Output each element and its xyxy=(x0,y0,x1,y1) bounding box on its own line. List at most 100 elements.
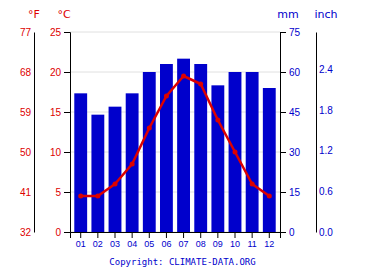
bar xyxy=(109,107,122,232)
tick: 5 xyxy=(55,187,70,198)
annotation: Copyright: CLIMATE-DATA.ORG xyxy=(109,257,255,267)
tick-label: 32 xyxy=(20,227,32,238)
tick-mark xyxy=(280,32,286,33)
tick-mark xyxy=(115,232,116,238)
marker xyxy=(130,162,135,167)
tick-mark xyxy=(217,232,218,238)
line xyxy=(81,76,270,196)
marker xyxy=(233,150,238,155)
tick-label: 0 xyxy=(289,227,295,238)
tick-label: 0.6 xyxy=(319,186,333,197)
tick-label: 03 xyxy=(110,239,120,249)
tick: 02 xyxy=(93,232,103,249)
tick-mark xyxy=(64,152,70,153)
tick-mark xyxy=(64,72,70,73)
bar xyxy=(263,88,276,232)
chart: 3241505968770510152025015304560750.00.61… xyxy=(0,0,365,273)
tick: 05 xyxy=(144,232,154,249)
tick-label: 1.2 xyxy=(319,145,333,156)
tick-label: 50 xyxy=(20,147,32,158)
tick-mark xyxy=(252,232,253,238)
marker xyxy=(95,194,100,199)
marker xyxy=(164,94,169,99)
bar xyxy=(229,72,242,232)
tick: 04 xyxy=(127,232,137,249)
bar xyxy=(177,59,190,232)
tick-label: 2.4 xyxy=(319,64,333,75)
tick-mark xyxy=(166,232,167,238)
tick: 03 xyxy=(110,232,120,249)
tick: 15 xyxy=(280,187,301,198)
tick: 11 xyxy=(247,232,256,249)
tick-mark xyxy=(280,112,286,113)
axis-label: mm xyxy=(277,8,298,21)
marker xyxy=(267,194,272,199)
tick-mark xyxy=(280,72,286,73)
bar xyxy=(74,93,87,232)
tick-label: 20 xyxy=(50,67,62,78)
tick: 41 xyxy=(20,187,34,198)
tick-label: 77 xyxy=(20,27,32,38)
tick-mark xyxy=(235,232,236,238)
tick-mark xyxy=(64,112,70,113)
tick-label: 25 xyxy=(50,27,62,38)
axis-line xyxy=(64,33,71,233)
tick-mark xyxy=(269,232,270,238)
marker xyxy=(147,126,152,131)
tick-mark xyxy=(183,232,184,238)
tick-label: 04 xyxy=(127,239,137,249)
axis-label: inch xyxy=(314,8,337,21)
tick-label: 15 xyxy=(289,187,301,198)
tick-label: 1.8 xyxy=(319,105,333,116)
tick-label: 09 xyxy=(213,239,223,249)
tick-label: 07 xyxy=(179,239,189,249)
bar xyxy=(211,85,224,232)
tick: 07 xyxy=(179,232,189,249)
tick: 08 xyxy=(196,232,206,249)
tick: 10 xyxy=(50,147,70,158)
bar xyxy=(91,115,104,232)
tick: 0.6 xyxy=(316,186,333,197)
tick: 0 xyxy=(280,227,295,238)
marker xyxy=(78,194,83,199)
marker xyxy=(181,74,186,79)
bar xyxy=(194,64,207,232)
tick-mark xyxy=(149,232,150,238)
tick: 09 xyxy=(213,232,223,249)
tick-label: 0.0 xyxy=(319,227,333,238)
tick: 32 xyxy=(20,227,34,238)
tick: 1.2 xyxy=(316,145,333,156)
tick-label: 30 xyxy=(289,147,301,158)
tick: 06 xyxy=(161,232,171,249)
tick-mark xyxy=(80,232,81,238)
grid xyxy=(70,32,280,232)
tick: 50 xyxy=(20,147,34,158)
tick-label: 15 xyxy=(50,107,62,118)
x-axis: 010203040506070809101112 xyxy=(71,232,281,249)
axis-label: °C xyxy=(57,8,71,21)
tick-mark xyxy=(280,152,286,153)
bar xyxy=(143,72,156,232)
tick: 75 xyxy=(280,27,301,38)
axis-line xyxy=(71,233,281,239)
tick: 0 xyxy=(55,227,70,238)
tick-label: 59 xyxy=(20,107,32,118)
tick-label: 5 xyxy=(55,187,61,198)
tick-label: 45 xyxy=(289,107,301,118)
tick-label: 02 xyxy=(93,239,103,249)
tick: 10 xyxy=(230,232,240,249)
tick-label: 68 xyxy=(20,67,32,78)
tick: 1.8 xyxy=(316,105,333,116)
tick-label: 75 xyxy=(289,27,301,38)
tick-label: 11 xyxy=(247,239,256,249)
axis-line xyxy=(316,33,317,233)
tick: 25 xyxy=(50,27,70,38)
tick-label: 60 xyxy=(289,67,301,78)
axis-fahrenheit: 32 41 50 59 68 77 xyxy=(20,27,35,238)
axis-celsius: 0 5 10 15 20 25 xyxy=(50,27,71,238)
tick-mark xyxy=(64,192,70,193)
marker xyxy=(215,118,220,123)
tick-label: 06 xyxy=(161,239,171,249)
tick: 2.4 xyxy=(316,64,333,75)
plot-area xyxy=(74,59,275,232)
